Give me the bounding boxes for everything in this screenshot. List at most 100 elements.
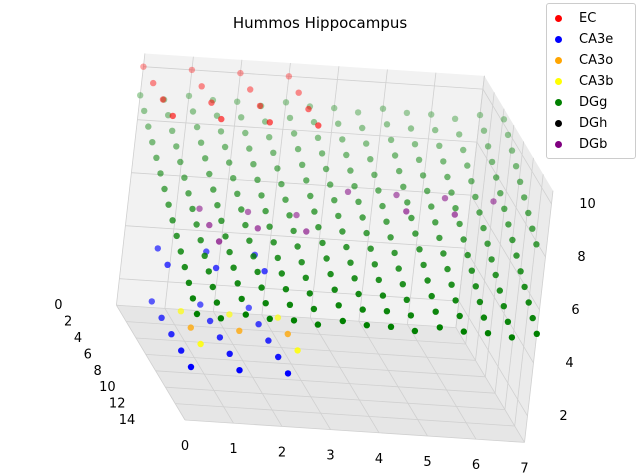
point-dgg: [339, 317, 346, 325]
grid-z: [476, 141, 546, 258]
point-dgg: [254, 268, 261, 276]
point-dgg: [440, 250, 447, 257]
point-dgg: [173, 232, 180, 240]
point-dgg: [359, 124, 366, 132]
point-dgg: [274, 254, 281, 262]
point-dgg: [432, 308, 439, 315]
point-dgg: [529, 225, 536, 232]
point-dgg: [533, 330, 540, 337]
point-ca3e: [178, 347, 185, 354]
point-dgg: [181, 174, 188, 181]
point-dgg: [238, 114, 245, 121]
point-dgg: [387, 234, 394, 241]
grid-y: [135, 337, 476, 361]
grid-x: [358, 320, 428, 437]
y-tick-label: 14: [119, 413, 136, 428]
grid-x: [455, 327, 525, 443]
point-dgg: [472, 283, 479, 290]
point-dgg: [408, 214, 415, 222]
axes-panes: [116, 53, 553, 443]
grid-y: [126, 321, 466, 345]
point-dgg: [456, 220, 463, 228]
point-dgg: [399, 281, 406, 288]
grid-z: [125, 225, 465, 249]
point-dgg: [197, 237, 204, 244]
point-dgg: [407, 125, 415, 132]
grid-x: [164, 308, 234, 424]
y-tick-label: 10: [99, 380, 116, 395]
grid-x: [116, 53, 146, 306]
point-dgg: [363, 322, 370, 329]
grid-z: [119, 278, 459, 302]
point-dgb: [344, 188, 352, 195]
point-dgg: [254, 176, 261, 183]
point-dgg: [480, 224, 487, 232]
gridlines: [116, 53, 554, 443]
point-dgg: [387, 136, 395, 144]
grid-y: [155, 370, 496, 394]
point-ec: [208, 99, 215, 106]
point-dgg: [343, 243, 350, 251]
point-ca3b: [226, 311, 233, 318]
point-dgg: [492, 271, 499, 279]
point-dgg: [262, 300, 269, 307]
grid-z: [470, 194, 540, 311]
point-dgb: [244, 208, 252, 216]
point-dgg: [242, 129, 249, 137]
point-dgg: [476, 209, 483, 216]
legend-marker: [555, 98, 562, 106]
legend-label: DGg: [579, 94, 608, 110]
point-dgg: [331, 104, 338, 112]
point-dgg: [411, 327, 419, 335]
point-ec: [198, 83, 205, 90]
point-ca3b: [294, 347, 301, 354]
point-dgg: [201, 252, 208, 259]
grid-y: [475, 108, 505, 361]
point-dgg: [307, 192, 314, 200]
legend-marker: [555, 77, 562, 85]
point-ec: [247, 86, 254, 93]
x-tick-label: 1: [229, 442, 237, 457]
point-dgb: [303, 228, 310, 235]
legend-marker: [555, 140, 562, 148]
point-dgg: [359, 214, 366, 221]
point-dgg: [403, 109, 411, 117]
point-dgg: [286, 212, 293, 219]
point-ca3e: [255, 321, 262, 328]
point-dgg: [310, 118, 318, 126]
point-dgg: [157, 170, 164, 177]
point-dgg: [391, 249, 398, 257]
point-dgg: [221, 143, 229, 151]
point-dgg: [238, 295, 245, 303]
point-dgg: [327, 270, 334, 278]
point-dgg: [185, 279, 193, 286]
point-ec: [237, 69, 244, 77]
point-ca3o: [236, 327, 243, 334]
point-ca3e: [158, 314, 165, 321]
point-dgg: [234, 280, 241, 287]
grid-y: [116, 304, 456, 328]
point-dgg: [242, 311, 249, 318]
point-dgg: [480, 127, 488, 134]
point-dgg: [371, 261, 378, 268]
point-dgg: [504, 318, 512, 325]
point-dgg: [407, 312, 415, 319]
point-ca3e: [206, 317, 214, 325]
point-dgg: [282, 196, 289, 203]
point-dgg: [436, 324, 443, 331]
point-dgg: [322, 165, 330, 173]
point-dgg: [456, 131, 463, 138]
point-dgg: [153, 154, 160, 161]
point-dgg: [319, 239, 326, 247]
point-dgg: [218, 217, 225, 224]
point-dgg: [516, 178, 524, 185]
grid-x: [407, 72, 437, 325]
point-dgg: [347, 259, 354, 266]
point-dgb: [196, 205, 203, 212]
point-dgg: [290, 227, 297, 235]
point-dgg: [217, 315, 225, 322]
point-dgg: [460, 328, 467, 335]
x-tick-label: 3: [326, 449, 334, 464]
point-dgg: [464, 251, 471, 259]
point-dgg: [234, 98, 241, 105]
